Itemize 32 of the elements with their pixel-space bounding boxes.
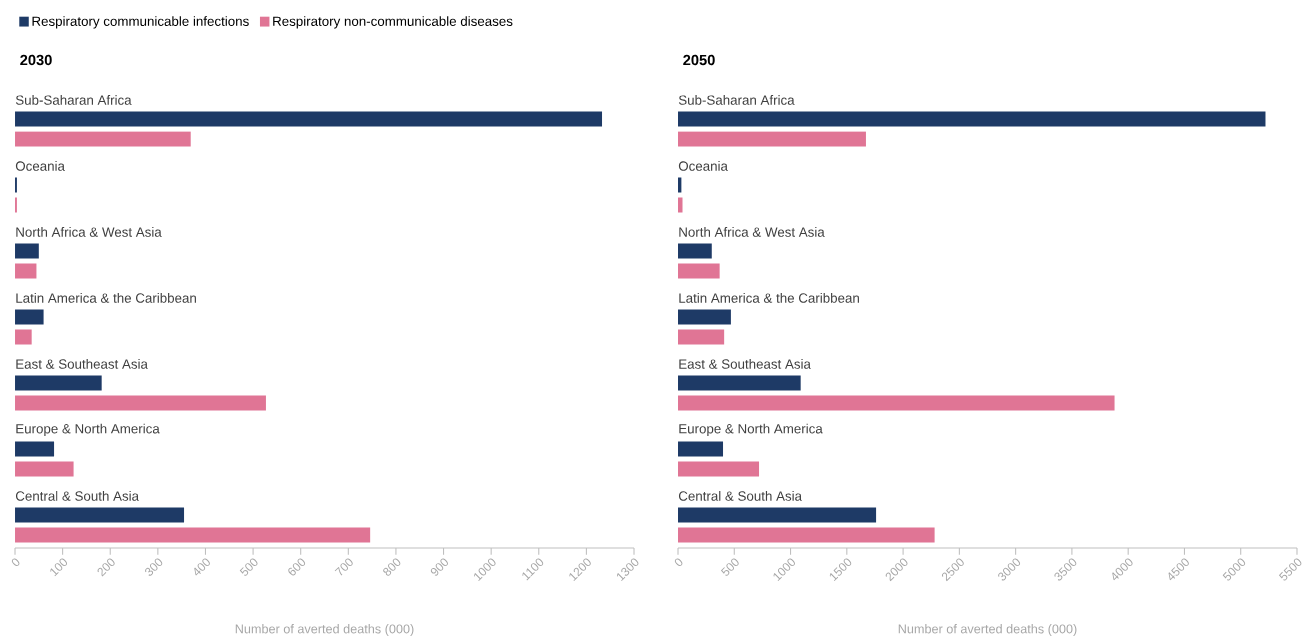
legend-label: Respiratory communicable infections	[32, 16, 249, 29]
x-tick-label: 700	[334, 558, 353, 576]
x-tick-label: 500	[239, 558, 258, 576]
y-tick-label: Sub-Saharan Africa	[678, 95, 795, 105]
y-tick-label: Oceania	[678, 161, 728, 171]
x-tick-label: 100	[50, 558, 68, 577]
chart-title: 2050	[683, 54, 715, 66]
y-tick-label: Central & South Asia	[15, 491, 140, 501]
x-tick-label: 500	[720, 558, 739, 576]
x-axis-title: Number of averted deaths (000)	[898, 624, 1077, 636]
y-tick-label: Latin America & the Caribbean	[16, 293, 196, 303]
x-tick-label: 0	[674, 558, 683, 567]
y-tick-label: Oceania	[15, 161, 65, 171]
y-tick-label: Latin America & the Caribbean	[679, 293, 859, 303]
x-tick-label: 900	[430, 558, 448, 576]
y-tick-label: North Africa & West Asia	[679, 227, 825, 237]
y-tick-label: Sub-Saharan Africa	[15, 95, 132, 105]
x-tick-label: 600	[288, 558, 306, 576]
x-tick-label: 400	[194, 558, 210, 576]
y-tick-label: Central & South Asia	[678, 491, 803, 501]
y-tick-label: North Africa & West Asia	[16, 227, 162, 237]
x-axis-title: Number of averted deaths (000)	[235, 624, 414, 636]
y-tick-label: East & Southeast Asia	[679, 359, 811, 369]
x-tick-label: 300	[145, 558, 163, 576]
x-tick-label: 200	[97, 558, 115, 577]
legend-label: Respiratory non-communicable diseases	[273, 16, 513, 29]
x-tick-label: 800	[383, 558, 401, 576]
x-tick-label: 0	[11, 558, 20, 567]
chart-title: 2030	[20, 54, 52, 66]
y-tick-label: East & Southeast Asia	[16, 359, 148, 369]
y-tick-label: Europe & North America	[679, 423, 823, 437]
y-tick-label: Europe & North America	[16, 423, 160, 437]
